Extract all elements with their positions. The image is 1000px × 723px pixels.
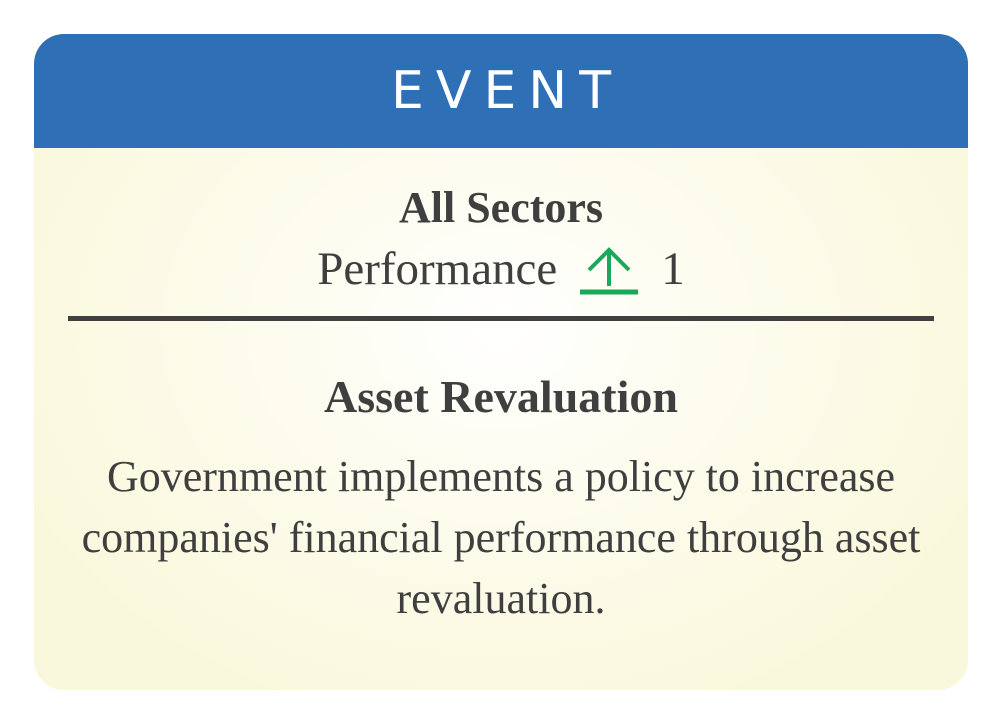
sector-label: All Sectors bbox=[398, 183, 604, 232]
event-description: Government implements a policy to increa… bbox=[81, 452, 921, 623]
event-title: Asset Revaluation bbox=[324, 371, 678, 422]
card-header: EVENT bbox=[34, 34, 968, 148]
arrow-up-icon bbox=[580, 247, 639, 295]
card-type-label: EVENT bbox=[391, 61, 623, 121]
effect-value: 1 bbox=[661, 243, 685, 295]
divider bbox=[68, 316, 934, 321]
effect-stat: Performance bbox=[317, 243, 558, 295]
effect-row: Performance 1 bbox=[34, 242, 968, 296]
event-card: EVENT All Sectors Performance 1 Asset Re… bbox=[34, 34, 968, 690]
